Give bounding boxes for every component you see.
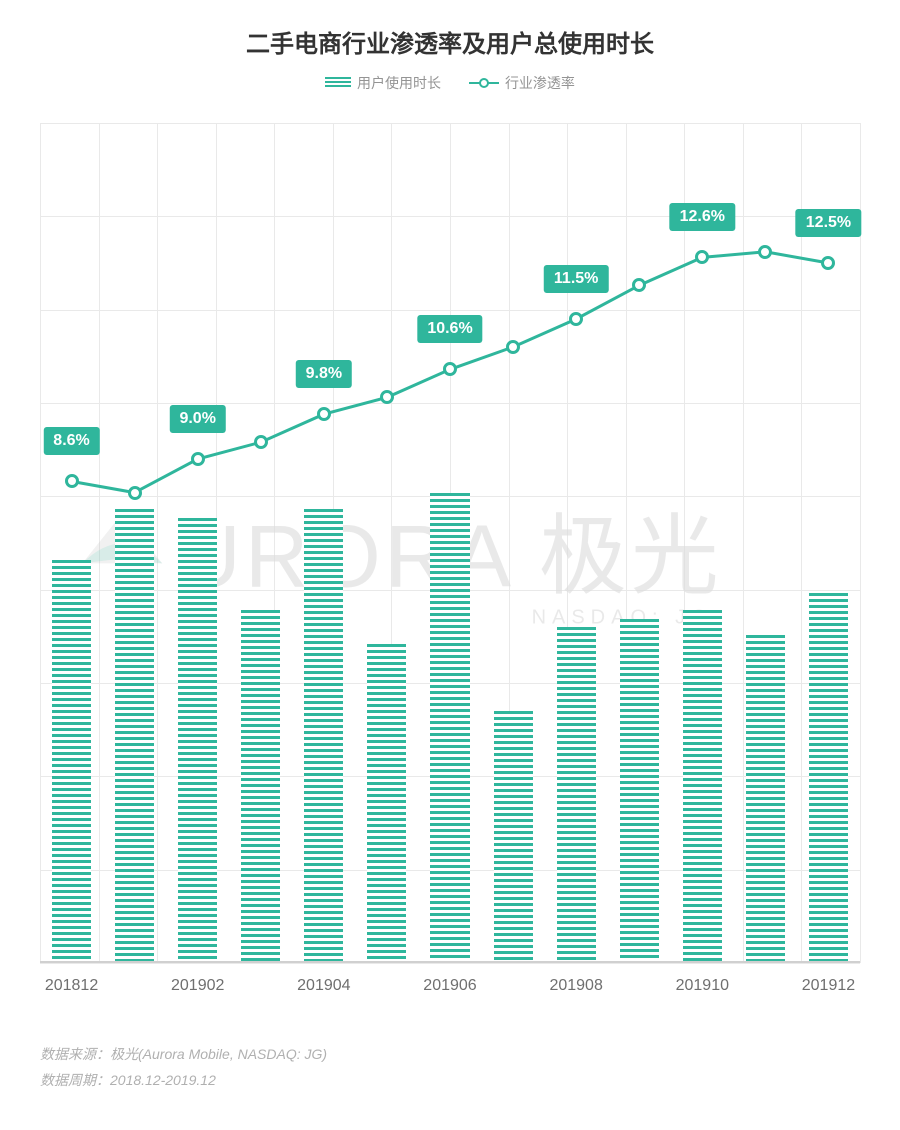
line-marker [380,390,394,404]
line-value-label: 9.8% [296,360,352,388]
legend-line-swatch [469,77,499,89]
footer-source: 数据来源：极光(Aurora Mobile, NASDAQ: JG) [40,1041,327,1068]
line-value-label: 10.6% [417,315,482,343]
line-marker [758,245,772,259]
line-marker [821,256,835,270]
line-marker [506,340,520,354]
footer-period: 数据周期：2018.12-2019.12 [40,1067,327,1094]
x-axis-label: 201902 [171,977,224,995]
legend-line-marker [479,78,489,88]
chart-title: 二手电商行业渗透率及用户总使用时长 [0,0,900,59]
x-axis: 201812 201902 201904 201906 201908 201910 2019… [40,969,860,1009]
footer: 数据来源：极光(Aurora Mobile, NASDAQ: JG) 数据周期：… [40,1041,327,1094]
line-marker [569,312,583,326]
line-value-label: 9.0% [169,405,225,433]
legend-bar-swatch [325,77,351,89]
line-value-label: 12.5% [796,209,861,237]
line-marker [317,407,331,421]
grid-hline [40,963,860,964]
line-marker [191,452,205,466]
line-marker [128,486,142,500]
plot-area: URORA 极光 NASDAQ: JG 8.6%9.0%9.8%10.6%11.… [40,123,860,963]
x-axis-label: 201908 [549,977,602,995]
line-marker [632,278,646,292]
legend-line-label: 行业渗透率 [505,73,575,93]
x-axis-label: 201906 [423,977,476,995]
line-marker [65,474,79,488]
line-value-label: 11.5% [544,265,608,293]
legend-item-bar: 用户使用时长 [325,73,441,93]
legend: 用户使用时长 行业渗透率 [0,73,900,93]
x-axis-label: 201910 [676,977,729,995]
points-layer: 8.6% 9.0% 9.8% 10.6% 11.5% 12.6% 12.5% [40,123,860,963]
x-axis-label: 201904 [297,977,350,995]
footer-period-value: 2018.12-2019.12 [110,1072,216,1088]
chart-area: URORA 极光 NASDAQ: JG 8.6%9.0%9.8%10.6%11.… [40,123,860,1009]
legend-bar-label: 用户使用时长 [357,73,441,93]
line-marker [254,435,268,449]
x-axis-label: 201812 [45,977,98,995]
line-marker [695,250,709,264]
line-value-label: 8.6% [43,427,99,455]
x-axis-label: 201912 [802,977,855,995]
line-marker [443,362,457,376]
line-value-label: 12.6% [670,203,735,231]
grid-vline [860,123,861,963]
x-axis-baseline [40,961,860,963]
legend-item-line: 行业渗透率 [469,73,575,93]
footer-source-label: 数据来源： [40,1046,110,1062]
footer-source-value: 极光(Aurora Mobile, NASDAQ: JG) [110,1046,327,1062]
footer-period-label: 数据周期： [40,1072,110,1088]
